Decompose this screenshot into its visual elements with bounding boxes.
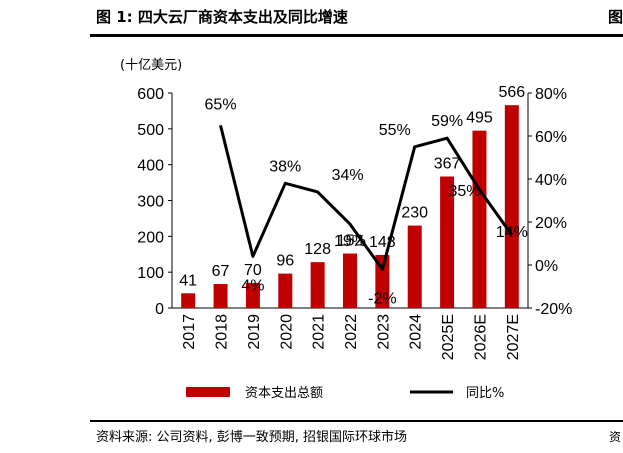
bar-2027E: [504, 105, 519, 308]
y-left-tick-label: 500: [137, 122, 164, 139]
chart-title: 图 1: 四大云厂商资本支出及同比增速: [96, 8, 348, 26]
legend-label-line: 同比%: [466, 386, 504, 401]
x-tick-label: 2024: [408, 314, 425, 350]
bar-value-label: 96: [276, 253, 294, 270]
x-tick-label: 2025E: [440, 314, 457, 360]
growth-line: [219, 124, 514, 271]
bar-2018: [213, 283, 228, 308]
growth-value-label: 55%: [379, 122, 411, 139]
x-tick-label: 2018: [214, 314, 231, 350]
legend-label-bars: 资本支出总额: [245, 386, 323, 401]
source-rule: [90, 420, 623, 422]
bar-value-label: 566: [498, 84, 525, 101]
growth-value-label: 34%: [332, 167, 364, 184]
y-right-tick-label: -20%: [535, 301, 572, 318]
x-tick-label: 2019: [246, 314, 263, 350]
bar-2020: [278, 273, 293, 308]
growth-value-label: 65%: [205, 96, 237, 113]
x-tick-label: 2027E: [505, 314, 522, 360]
y-left-tick-label: 200: [137, 229, 164, 246]
growth-value-label: 35%: [448, 183, 480, 200]
growth-value-label: 14%: [496, 224, 528, 241]
x-tick-label: 2020: [278, 314, 295, 350]
growth-value-label: -2%: [368, 290, 396, 307]
title-rule: [90, 34, 623, 37]
x-tick-label: 2023: [375, 314, 392, 350]
adjacent-source-fragment: 资: [608, 430, 621, 444]
y-right-tick-label: 20%: [535, 215, 567, 232]
bar-2022: [343, 253, 357, 308]
x-tick-label: 2017: [181, 314, 198, 350]
y-left-tick-label: 400: [137, 158, 164, 175]
growth-value-label: 59%: [431, 113, 463, 130]
y-left-tick-label: 600: [137, 86, 164, 103]
bar-value-label: 70: [244, 262, 262, 279]
growth-value-label: 19%: [334, 233, 366, 250]
bar-value-label: 495: [466, 110, 493, 127]
bar-value-label: 367: [434, 155, 461, 172]
y-left-tick-label: 100: [137, 265, 164, 282]
bar-2026E: [472, 130, 487, 308]
bar-2017: [181, 293, 196, 308]
adjacent-figure-title-fragment: 图: [607, 8, 623, 26]
unit-label: (十亿美元): [120, 58, 182, 73]
bar-2021: [310, 262, 325, 308]
y-right-tick-label: 80%: [535, 86, 567, 103]
bar-value-label: 41: [179, 272, 197, 289]
source-note: 资料来源: 公司资料, 彭博一致预期, 招银国际环球市场: [96, 430, 408, 445]
y-right-tick-label: 0%: [535, 258, 558, 275]
x-tick-label: 2021: [311, 314, 328, 350]
bar-value-label: 67: [212, 263, 230, 280]
bar-2019: [245, 282, 260, 308]
y-left-tick-label: 300: [137, 194, 164, 211]
growth-value-label: 38%: [269, 158, 301, 175]
bar-value-label: 128: [304, 241, 331, 258]
y-right-tick-label: 60%: [535, 129, 567, 146]
bar-2024: [407, 225, 422, 308]
x-tick-label: 2022: [343, 314, 360, 350]
bar-2025E: [440, 176, 455, 308]
bar-2023: [375, 254, 390, 308]
x-tick-label: 2026E: [472, 314, 489, 360]
y-right-tick-label: 40%: [535, 172, 567, 189]
bar-value-label: 152: [337, 233, 364, 250]
legend-swatch-bars: [186, 387, 230, 397]
growth-value-label: 4%: [241, 277, 264, 294]
bar-value-label: 230: [401, 205, 428, 222]
y-left-tick-label: 0: [155, 301, 164, 318]
